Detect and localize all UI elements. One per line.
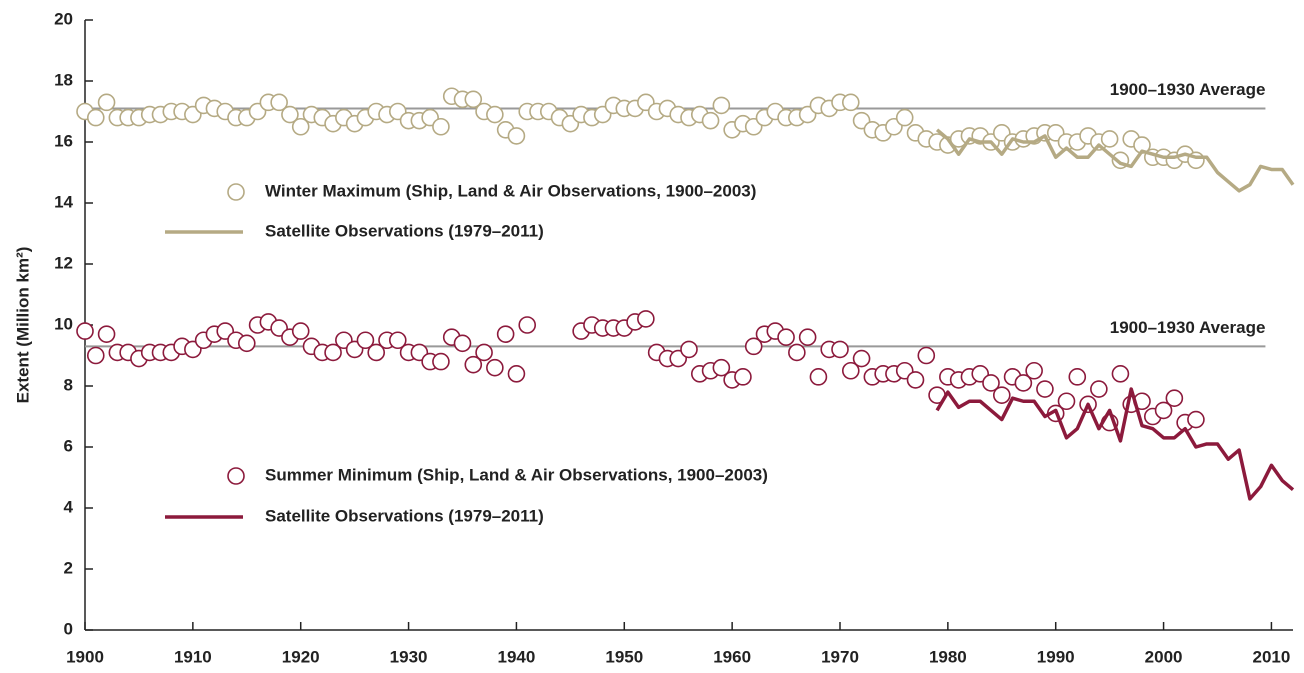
y-tick-label: 2 (64, 558, 73, 577)
data-point (486, 105, 504, 124)
data-point (798, 328, 817, 347)
data-point (1111, 364, 1130, 383)
legend-label: Winter Maximum (Ship, Land & Air Observa… (265, 181, 756, 200)
data-point (841, 361, 860, 380)
y-tick-label: 8 (64, 375, 73, 394)
data-point (906, 371, 925, 389)
x-tick-label: 1960 (713, 647, 751, 666)
y-tick-label: 14 (54, 192, 73, 211)
data-point (1036, 380, 1054, 398)
x-tick-label: 1970 (821, 647, 859, 666)
y-tick-label: 18 (54, 70, 73, 89)
data-point (701, 111, 720, 130)
data-point (734, 368, 752, 386)
reference-label: 1900–1930 Average (1110, 80, 1266, 99)
data-point (982, 374, 1000, 392)
data-point (270, 93, 288, 112)
y-tick-label: 20 (54, 9, 73, 28)
data-point (680, 340, 698, 359)
data-point (97, 93, 116, 112)
data-point (1100, 130, 1119, 148)
data-point (1154, 401, 1173, 420)
legend-label: Satellite Observations (1979–2011) (265, 221, 544, 240)
x-tick-label: 1920 (282, 647, 320, 666)
data-point (895, 108, 914, 127)
legend-label: Summer Minimum (Ship, Land & Air Observa… (265, 465, 768, 484)
data-point (281, 105, 299, 124)
data-point (432, 352, 450, 371)
data-point (388, 331, 407, 350)
data-point (712, 358, 731, 377)
y-tick-label: 16 (54, 131, 73, 150)
data-point (518, 316, 537, 334)
x-tick-label: 1950 (605, 647, 643, 666)
data-point (1165, 389, 1184, 408)
data-point (291, 117, 310, 136)
data-point (809, 368, 828, 386)
data-point (86, 346, 105, 365)
data-point (486, 358, 504, 377)
data-point (1090, 380, 1108, 398)
legend-swatch (227, 183, 245, 201)
data-point (777, 328, 795, 347)
data-point (367, 343, 386, 362)
data-point (432, 117, 450, 136)
y-tick-label: 10 (54, 314, 73, 333)
data-point (841, 93, 860, 112)
data-point (237, 334, 256, 353)
data-point (788, 343, 806, 362)
data-point (1025, 361, 1043, 380)
data-point (453, 334, 472, 353)
x-tick-label: 1990 (1037, 647, 1075, 666)
y-tick-label: 6 (64, 436, 73, 455)
data-point (464, 90, 483, 109)
legend-label: Satellite Observations (1979–2011) (265, 506, 544, 525)
data-point (744, 337, 763, 356)
data-line (935, 387, 1295, 501)
x-tick-label: 1900 (66, 647, 104, 666)
data-point (475, 343, 493, 362)
data-point (852, 349, 871, 368)
data-point (637, 310, 655, 328)
data-point (917, 346, 936, 365)
data-point (831, 340, 849, 359)
data-point (507, 364, 526, 383)
data-point (86, 108, 105, 127)
data-point (1014, 374, 1033, 392)
y-tick-label: 4 (64, 497, 74, 516)
data-point (1068, 368, 1087, 386)
data-point (291, 322, 310, 340)
data-line (935, 128, 1295, 193)
legend-swatch (227, 467, 245, 485)
y-tick-label: 0 (64, 619, 73, 638)
data-point (507, 127, 526, 145)
x-tick-label: 2000 (1145, 647, 1183, 666)
data-point (97, 325, 116, 343)
x-tick-label: 1940 (498, 647, 536, 666)
data-point (992, 386, 1011, 404)
x-tick-label: 1930 (390, 647, 428, 666)
y-axis-label: Extent (Million km²) (13, 247, 32, 404)
data-point (324, 343, 342, 362)
data-point (356, 331, 375, 350)
x-tick-label: 1910 (174, 647, 212, 666)
data-point (464, 355, 483, 374)
x-tick-label: 2010 (1253, 647, 1291, 666)
data-point (76, 322, 94, 340)
reference-label: 1900–1930 Average (1110, 318, 1266, 337)
data-point (712, 96, 731, 115)
data-point (1187, 410, 1205, 429)
x-tick-label: 1980 (929, 647, 967, 666)
y-tick-label: 12 (54, 253, 73, 272)
data-point (1057, 392, 1076, 411)
data-point (496, 325, 515, 343)
